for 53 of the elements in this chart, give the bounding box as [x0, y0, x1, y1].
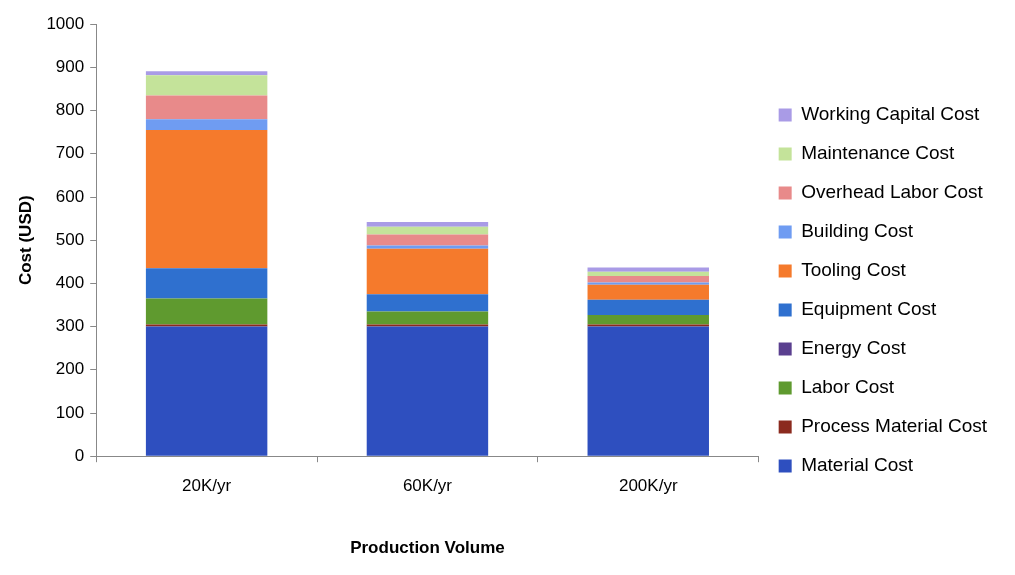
y-tick-label: 200	[55, 359, 85, 379]
y-axis-title: Cost (USD)	[15, 195, 35, 286]
y-tick-label: 400	[55, 273, 85, 293]
bar	[366, 311, 489, 325]
x-tick-label: 60K/yr	[402, 476, 453, 496]
bar	[587, 267, 709, 272]
bar	[145, 324, 268, 327]
y-tick-label: 1000	[46, 13, 85, 33]
x-tick-label: 20K/yr	[182, 476, 232, 496]
bar	[587, 324, 709, 327]
bar	[145, 95, 268, 120]
y-tick-label: 500	[55, 229, 85, 249]
bar	[145, 71, 268, 76]
bar	[145, 268, 268, 299]
legend-label: Energy Cost	[801, 337, 907, 359]
bar	[145, 119, 268, 131]
bar	[145, 326, 268, 456]
bar	[366, 326, 489, 456]
bar	[366, 248, 489, 295]
bar	[366, 226, 489, 235]
legend-label: Tooling Cost	[801, 259, 907, 281]
y-tick-label: 700	[55, 143, 85, 163]
legend-label: Working Capital Cost	[801, 103, 980, 125]
y-tick-label: 100	[55, 402, 85, 422]
bar	[587, 282, 709, 285]
legend-label: Material Cost	[801, 454, 914, 476]
bar	[587, 299, 709, 315]
legend-label: Maintenance Cost	[801, 142, 956, 164]
y-tick-label: 300	[55, 316, 85, 336]
legend-label: Process Material Cost	[801, 415, 988, 437]
bar	[366, 234, 489, 246]
bar	[587, 326, 709, 456]
bar	[366, 324, 489, 327]
bar	[366, 294, 489, 312]
bar	[145, 75, 268, 96]
y-tick-label: 900	[55, 57, 85, 77]
x-tick-label: 200K/yr	[618, 476, 678, 496]
y-tick-label: 600	[55, 186, 85, 206]
bar	[366, 222, 489, 227]
y-tick-label: 800	[55, 100, 85, 120]
bar	[145, 130, 268, 269]
bar	[587, 284, 709, 300]
legend-label: Equipment Cost	[801, 298, 938, 320]
bar	[366, 245, 489, 249]
bar	[587, 271, 709, 277]
legend-label: Building Cost	[801, 220, 914, 242]
bar	[587, 314, 709, 325]
y-tick-label: 0	[74, 445, 85, 465]
legend-label: Overhead Labor Cost	[801, 181, 984, 203]
legend-label: Labor Cost	[801, 376, 895, 398]
x-axis-title: Production Volume	[350, 538, 505, 558]
bar	[587, 276, 709, 283]
bar	[145, 298, 268, 325]
